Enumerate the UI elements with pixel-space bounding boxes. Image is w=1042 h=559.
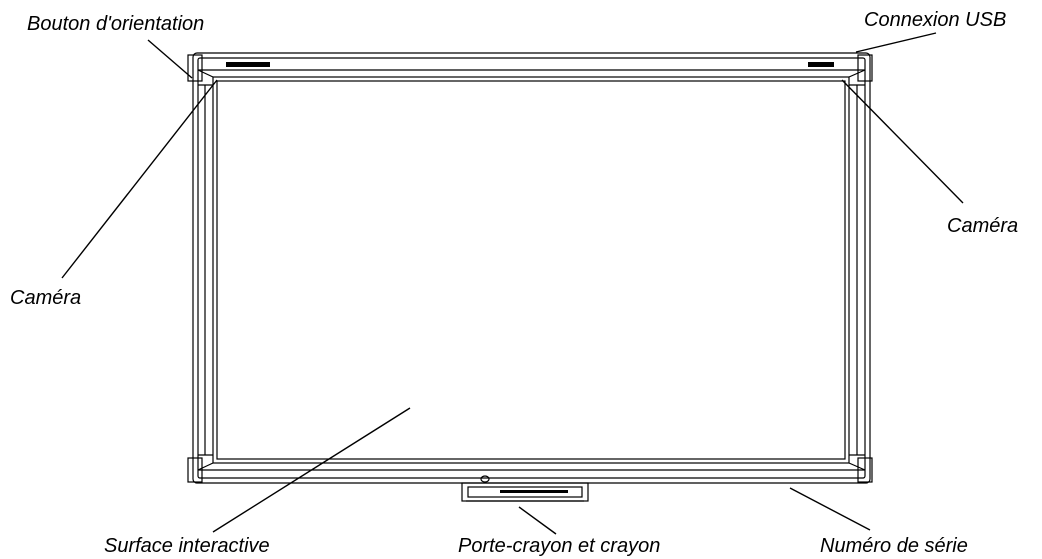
label-pen-tray: Porte-crayon et crayon xyxy=(458,535,661,557)
pen-tray-inner xyxy=(467,486,583,498)
leader-serial xyxy=(789,487,871,531)
pen-tray-button xyxy=(480,475,490,483)
label-interactive-surface: Surface interactive xyxy=(104,535,270,557)
label-camera-right: Caméra xyxy=(947,215,1019,237)
pen-tray-pen xyxy=(500,490,568,493)
writing-surface-inner xyxy=(216,80,846,460)
orientation-button-housing xyxy=(187,54,203,82)
board-frame-inset xyxy=(197,57,866,479)
writing-surface xyxy=(212,76,850,464)
leader-pen-tray xyxy=(518,506,557,535)
bottom-left-piece xyxy=(187,457,203,483)
corner-bottom-right xyxy=(848,454,866,471)
corner-top-right xyxy=(848,69,866,86)
bottom-right-piece xyxy=(857,457,873,483)
leader-camera-left xyxy=(61,79,218,279)
brand-logo-right xyxy=(808,62,834,67)
board-outer-frame xyxy=(192,52,871,484)
corner-top-left xyxy=(197,69,214,86)
brand-logo-left xyxy=(226,62,270,67)
leader-orientation-button xyxy=(147,39,193,79)
label-camera-left: Caméra xyxy=(10,287,82,309)
label-usb-connection: Connexion USB xyxy=(864,9,1007,31)
usb-housing xyxy=(857,54,873,82)
label-serial-number: Numéro de série xyxy=(820,535,968,557)
label-orientation-button: Bouton d'orientation xyxy=(27,13,205,35)
leader-usb xyxy=(855,32,937,53)
leader-camera-right xyxy=(841,79,964,204)
corner-bottom-left xyxy=(197,454,214,471)
leader-surface xyxy=(212,407,411,533)
